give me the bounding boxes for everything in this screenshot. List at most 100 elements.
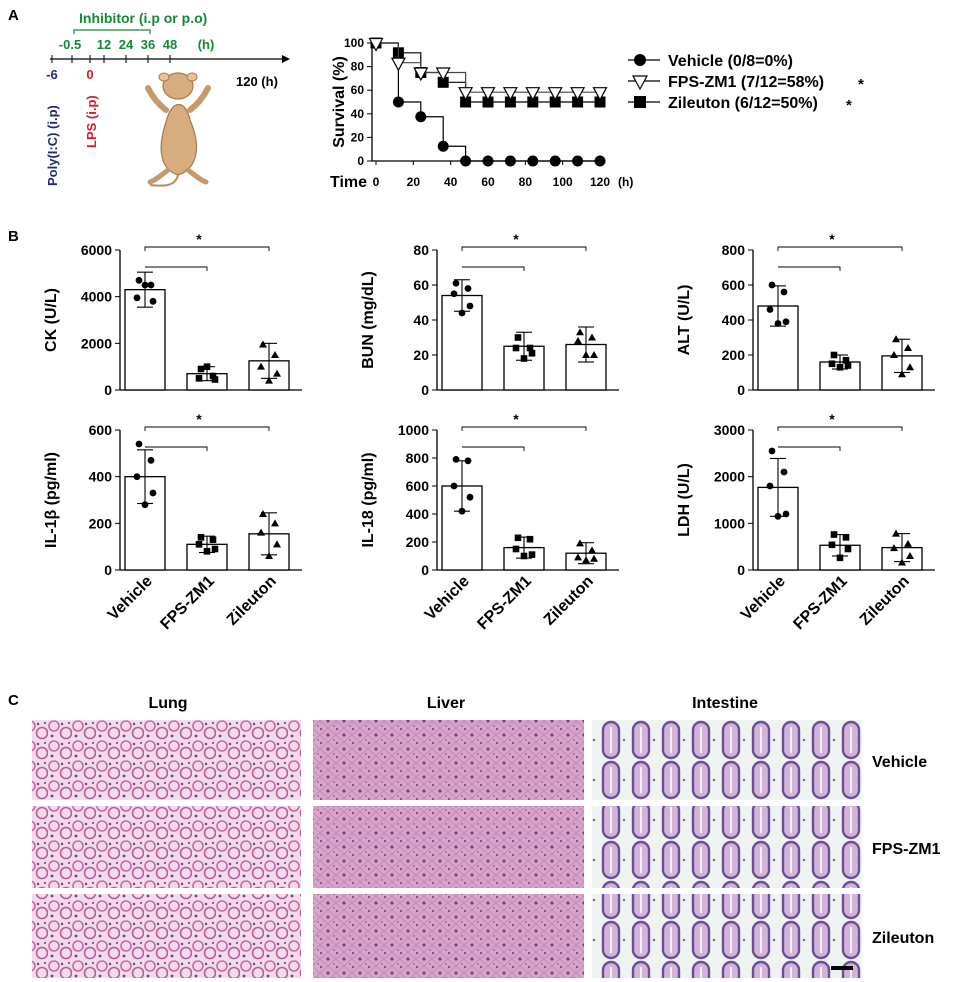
data-point: [203, 363, 211, 370]
data-point: [526, 535, 534, 543]
sig-bracket-short: [462, 446, 525, 451]
histology-column-label: Intestine: [692, 695, 758, 712]
mouse-arm-left: [145, 85, 169, 113]
series-marker: [413, 67, 429, 82]
data-point: [892, 529, 900, 537]
series-marker: [480, 87, 496, 101]
series-marker: [460, 96, 472, 108]
data-point: [828, 360, 836, 368]
data-point: [452, 456, 460, 463]
data-point: [904, 344, 912, 351]
legend-label: FPS-ZM1 (7/12=58%): [668, 74, 824, 91]
mouse-arm-right: [187, 85, 211, 113]
bar-chart-il18: 0 200 400 600 800 1000 IL-18 (pg/ml) * Vehicle FP…: [360, 411, 619, 633]
data-point: [514, 334, 522, 341]
y-axis-label: IL-18 (pg/ml): [360, 452, 377, 547]
histology-row-label: Zileuton: [872, 930, 934, 947]
series-line-circle: [376, 42, 600, 162]
timeline-tick-label: 36: [141, 37, 155, 52]
series-marker: [392, 96, 404, 108]
y-tick-label: 60: [413, 277, 429, 293]
y-tick-label: 3000: [714, 422, 745, 438]
y-tick-label: 800: [722, 242, 746, 258]
data-point: [458, 309, 466, 317]
series-marker: [547, 87, 563, 101]
data-point: [135, 440, 143, 448]
data-point: [271, 351, 279, 358]
data-point: [890, 544, 898, 552]
data-point: [259, 510, 267, 517]
data-point: [149, 297, 157, 305]
survival-y-tick-label: 40: [351, 107, 365, 121]
series-marker: [594, 96, 606, 108]
series-marker: [634, 96, 646, 108]
timeline-tick-label: 12: [97, 37, 111, 52]
data-point: [197, 365, 205, 373]
inhibitor-bracket: [73, 29, 151, 34]
survival-x-tick-label: 20: [407, 175, 421, 189]
y-tick-label: 2000: [714, 469, 745, 485]
data-point: [197, 534, 205, 541]
data-point: [265, 552, 273, 559]
category-label: Vehicle: [105, 573, 156, 624]
mouse-leg-left: [147, 167, 171, 185]
data-point: [466, 493, 474, 501]
y-tick-label: 400: [722, 312, 746, 328]
data-point: [259, 340, 267, 348]
category-label: FPS-ZM1: [474, 573, 534, 633]
data-point: [520, 355, 528, 362]
legend-item: Zileuton (6/12=50%) *: [628, 95, 852, 114]
sig-bracket-short: [778, 446, 841, 451]
series-marker: [415, 111, 427, 123]
survival-x-label: Time: [330, 174, 367, 191]
bar-chart-ldh: 0 1000 2000 3000 LDH (U/L) * Vehicle FPS-ZM1 Zil…: [676, 411, 935, 633]
histology-row-label: Vehicle: [872, 754, 927, 771]
survival-chart: 0 20 40 60 80 100 0 20 40 60 80 100 120 (h) Time Surviv…: [330, 36, 864, 191]
data-point: [147, 456, 155, 464]
mouse-body: [160, 103, 198, 176]
survival-x-tick-label: 100: [553, 175, 573, 189]
data-point: [588, 546, 596, 554]
data-point: [458, 507, 466, 515]
data-point: [514, 534, 522, 542]
data-point: [520, 552, 528, 560]
y-tick-label: 400: [406, 506, 430, 522]
data-point: [574, 337, 582, 344]
legend-sig: *: [846, 97, 852, 114]
series-marker: [527, 155, 539, 167]
data-point: [464, 457, 472, 465]
data-point: [766, 306, 774, 313]
series-marker: [570, 87, 586, 101]
data-point: [844, 545, 852, 553]
sig-bracket-long: [461, 246, 587, 251]
category-label: Vehicle: [738, 573, 789, 624]
series-marker: [549, 96, 561, 108]
data-point: [904, 539, 912, 547]
series-marker: [368, 37, 384, 52]
data-point: [898, 558, 906, 566]
data-point: [906, 363, 914, 371]
series-marker: [482, 96, 494, 108]
y-tick-label: 20: [413, 347, 429, 363]
sig-bracket-short: [462, 266, 525, 271]
bar-chart-ck: 0 2000 4000 6000 CK (U/L) *: [43, 231, 302, 398]
category-label: FPS-ZM1: [157, 573, 217, 633]
sig-bracket-long: [461, 426, 587, 431]
mouse-illustration: [145, 72, 211, 187]
data-point: [528, 349, 536, 357]
data-point: [141, 281, 149, 289]
data-point: [211, 376, 219, 383]
sig-star: *: [829, 411, 835, 427]
series-marker: [458, 87, 474, 101]
y-tick-label: 1000: [398, 422, 429, 438]
series-marker: [482, 155, 494, 167]
legend-label: Zileuton (6/12=50%): [668, 95, 818, 112]
y-tick-label: 6000: [81, 242, 112, 258]
survival-x-tick-label: 60: [481, 175, 495, 189]
y-tick-label: 0: [737, 382, 745, 398]
lps-label: LPS (i.p): [84, 95, 99, 148]
data-point: [828, 541, 836, 549]
sig-bracket-long: [777, 246, 903, 251]
data-point: [768, 281, 776, 289]
data-point: [842, 534, 850, 541]
